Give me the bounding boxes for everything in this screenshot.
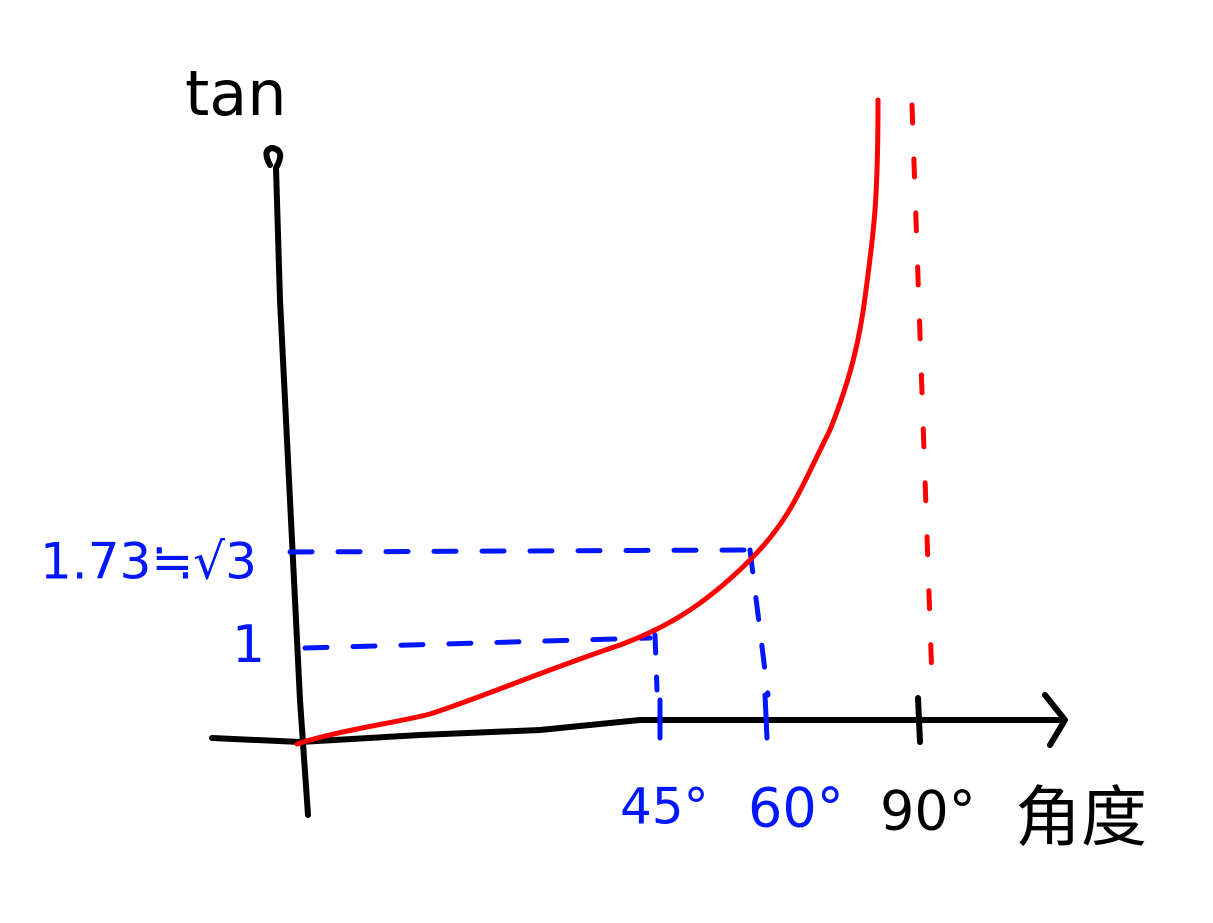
tan-curve bbox=[294, 97, 881, 747]
y-axis-label: tan bbox=[185, 57, 287, 130]
x-axis-label: 角度 bbox=[1015, 779, 1147, 856]
y-label: 1 bbox=[232, 615, 265, 675]
guide-1 bbox=[302, 635, 653, 651]
x-ticks bbox=[657, 692, 770, 741]
guide-45 bbox=[652, 632, 660, 693]
guide-60 bbox=[747, 547, 771, 698]
x-axis bbox=[209, 692, 1068, 748]
y-label: 1.73≒√3 bbox=[40, 533, 257, 591]
x-label: 60° bbox=[748, 777, 844, 840]
x-tick-90 bbox=[915, 695, 923, 745]
guide-sqrt3 bbox=[287, 547, 748, 555]
x-label: 45° bbox=[620, 778, 709, 836]
x-label: 90° bbox=[880, 780, 976, 843]
asymptote bbox=[909, 102, 935, 683]
y-axis bbox=[263, 145, 311, 818]
